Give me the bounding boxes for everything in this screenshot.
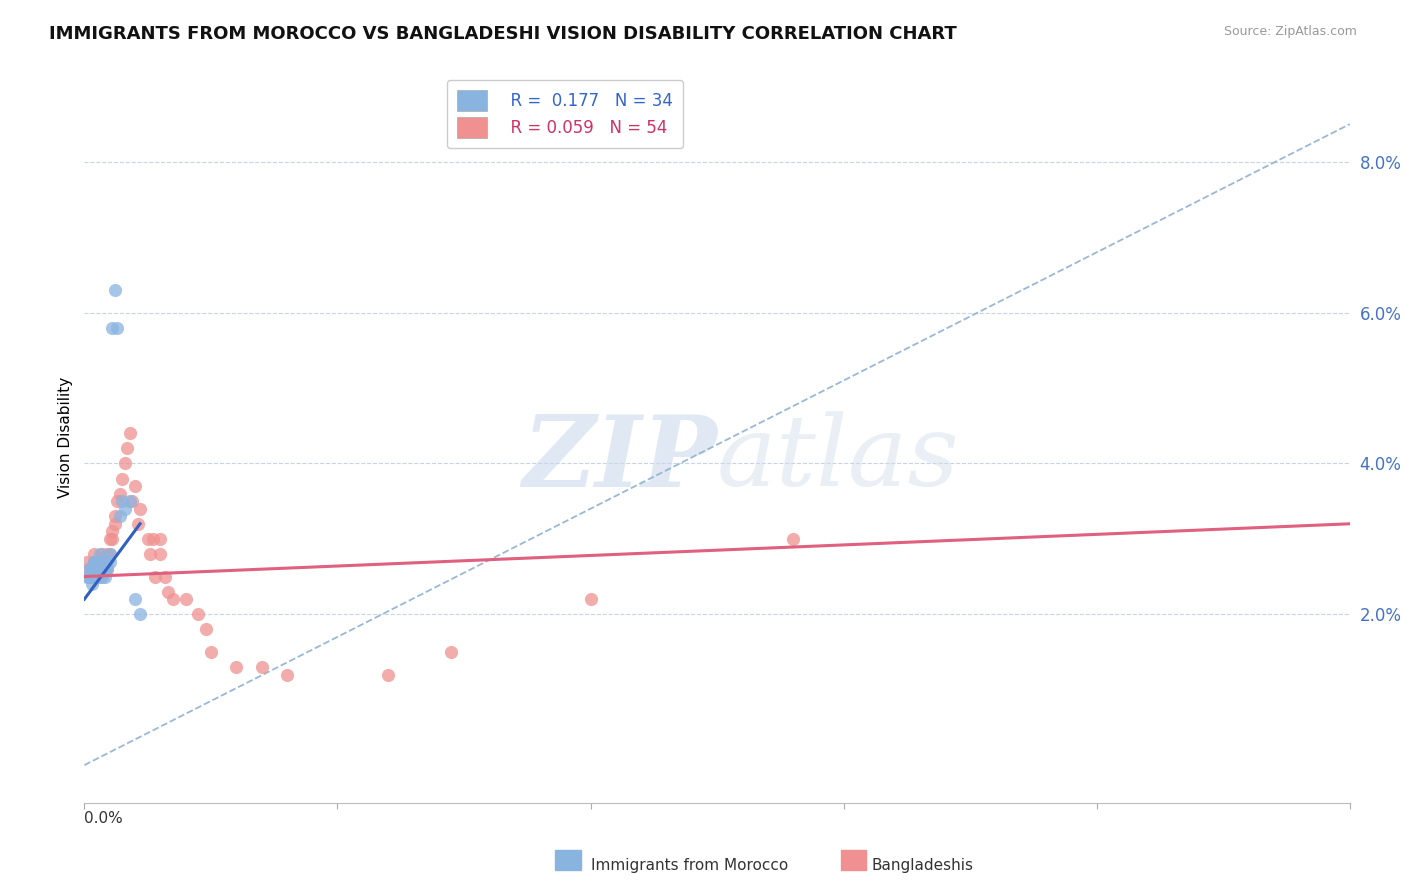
Point bbox=[76, 569, 98, 583]
Point bbox=[89, 554, 111, 568]
Point bbox=[440, 645, 463, 659]
Point bbox=[96, 547, 118, 561]
Point bbox=[83, 554, 105, 568]
Point bbox=[93, 562, 115, 576]
Text: ZIP: ZIP bbox=[522, 411, 717, 508]
Point bbox=[104, 516, 127, 531]
Point bbox=[93, 554, 115, 568]
Point bbox=[104, 283, 127, 297]
Point bbox=[149, 547, 172, 561]
Point bbox=[149, 532, 172, 546]
Point bbox=[98, 547, 121, 561]
Point bbox=[129, 607, 152, 622]
Point bbox=[86, 554, 108, 568]
Text: 0.0%: 0.0% bbox=[84, 811, 124, 826]
Point bbox=[91, 562, 114, 576]
Point bbox=[80, 569, 103, 583]
Point bbox=[98, 547, 121, 561]
Point bbox=[101, 524, 124, 539]
Point bbox=[108, 509, 131, 524]
Point bbox=[89, 547, 111, 561]
Point bbox=[83, 562, 105, 576]
Point bbox=[91, 547, 114, 561]
Point bbox=[96, 562, 118, 576]
Point bbox=[579, 592, 602, 607]
Point bbox=[80, 562, 103, 576]
Point bbox=[104, 509, 127, 524]
Point bbox=[118, 494, 141, 508]
Point bbox=[782, 532, 804, 546]
Point bbox=[276, 667, 298, 681]
Point bbox=[124, 479, 146, 493]
Point bbox=[114, 501, 136, 516]
Point bbox=[98, 532, 121, 546]
Point bbox=[98, 554, 121, 568]
Point bbox=[143, 569, 166, 583]
Legend:   R =  0.177   N = 34,   R = 0.059   N = 54: R = 0.177 N = 34, R = 0.059 N = 54 bbox=[447, 79, 683, 148]
Point bbox=[194, 623, 217, 637]
Point bbox=[83, 562, 105, 576]
Text: IMMIGRANTS FROM MOROCCO VS BANGLADESHI VISION DISABILITY CORRELATION CHART: IMMIGRANTS FROM MOROCCO VS BANGLADESHI V… bbox=[49, 25, 957, 43]
Point bbox=[114, 457, 136, 471]
Point bbox=[79, 562, 101, 576]
Point bbox=[121, 494, 143, 508]
Point bbox=[155, 569, 177, 583]
Point bbox=[86, 562, 108, 576]
Point bbox=[89, 569, 111, 583]
Point bbox=[80, 562, 103, 576]
Point bbox=[108, 486, 131, 500]
Point bbox=[174, 592, 197, 607]
Bar bbox=[555, 850, 581, 870]
Point bbox=[86, 554, 108, 568]
Point bbox=[79, 569, 101, 583]
Text: atlas: atlas bbox=[717, 411, 960, 507]
Text: Bangladeshis: Bangladeshis bbox=[872, 858, 974, 872]
Point bbox=[83, 569, 105, 583]
Point bbox=[80, 569, 103, 583]
Point bbox=[83, 547, 105, 561]
Point bbox=[79, 569, 101, 583]
Point bbox=[96, 554, 118, 568]
Point bbox=[156, 584, 179, 599]
Point bbox=[225, 660, 247, 674]
Point bbox=[80, 577, 103, 591]
Point bbox=[142, 532, 165, 546]
Point bbox=[93, 569, 115, 583]
Point bbox=[91, 562, 114, 576]
Text: Immigrants from Morocco: Immigrants from Morocco bbox=[591, 858, 787, 872]
Point bbox=[111, 494, 134, 508]
Point bbox=[93, 554, 115, 568]
Point bbox=[136, 532, 159, 546]
Point bbox=[79, 562, 101, 576]
Text: Source: ZipAtlas.com: Source: ZipAtlas.com bbox=[1223, 25, 1357, 38]
Point bbox=[162, 592, 184, 607]
Point bbox=[118, 426, 141, 441]
Point bbox=[96, 562, 118, 576]
Point bbox=[93, 562, 115, 576]
Point bbox=[377, 667, 399, 681]
Point bbox=[105, 320, 128, 334]
Point bbox=[111, 471, 134, 485]
Point bbox=[101, 320, 124, 334]
Point bbox=[91, 569, 114, 583]
Point bbox=[139, 547, 162, 561]
Point bbox=[124, 592, 146, 607]
Point bbox=[187, 607, 209, 622]
Point bbox=[89, 554, 111, 568]
Point bbox=[86, 569, 108, 583]
Point bbox=[83, 554, 105, 568]
Point bbox=[250, 660, 273, 674]
Point bbox=[200, 645, 222, 659]
Point bbox=[89, 562, 111, 576]
Point bbox=[83, 554, 105, 568]
Y-axis label: Vision Disability: Vision Disability bbox=[58, 376, 73, 498]
Point bbox=[101, 532, 124, 546]
Point bbox=[129, 501, 152, 516]
Bar bbox=[841, 850, 866, 870]
Point bbox=[127, 516, 149, 531]
Point bbox=[86, 562, 108, 576]
Point bbox=[76, 554, 98, 568]
Point bbox=[105, 494, 128, 508]
Point bbox=[117, 442, 139, 456]
